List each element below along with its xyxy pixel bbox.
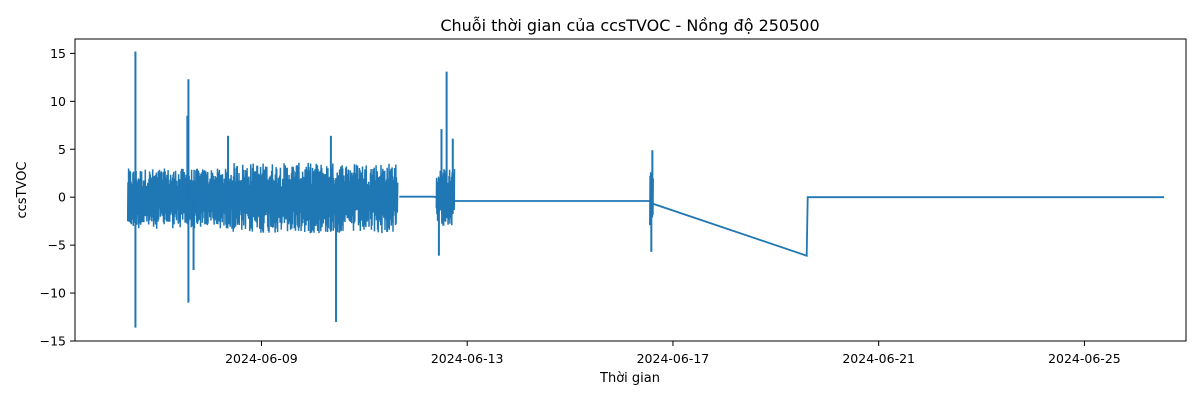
y-axis-label: ccsTVOC [15, 162, 30, 219]
y-axis: 15 10 5 0 −5 −10 −15 [40, 46, 75, 349]
x-tick-label: 2024-06-21 [842, 351, 915, 366]
series-group [126, 51, 1165, 328]
x-tick-label: 2024-06-13 [431, 351, 504, 366]
y-tick-label: −5 [48, 238, 66, 253]
y-tick-label: 5 [58, 142, 66, 157]
y-tick-label: 10 [50, 94, 66, 109]
series-noise-segment [232, 162, 399, 234]
y-tick-label: −10 [40, 286, 66, 301]
y-tick-label: −15 [40, 334, 66, 349]
x-axis-label: Thời gian [599, 371, 660, 386]
plot-area [74, 38, 1187, 342]
y-tick-label: 0 [58, 190, 66, 205]
x-tick-label: 2024-06-25 [1048, 351, 1121, 366]
chart-title: Chuỗi thời gian của ccsTVOC - Nồng độ 25… [440, 16, 819, 35]
plot-frame [74, 38, 1187, 342]
x-tick-label: 2024-06-09 [225, 351, 298, 366]
x-axis: 2024-06-09 2024-06-13 2024-06-17 2024-06-21… [225, 341, 1121, 366]
x-tick-label: 2024-06-17 [637, 351, 710, 366]
series-noise-segment [126, 168, 234, 229]
y-tick-label: 15 [50, 46, 66, 61]
series-line [399, 195, 1165, 257]
